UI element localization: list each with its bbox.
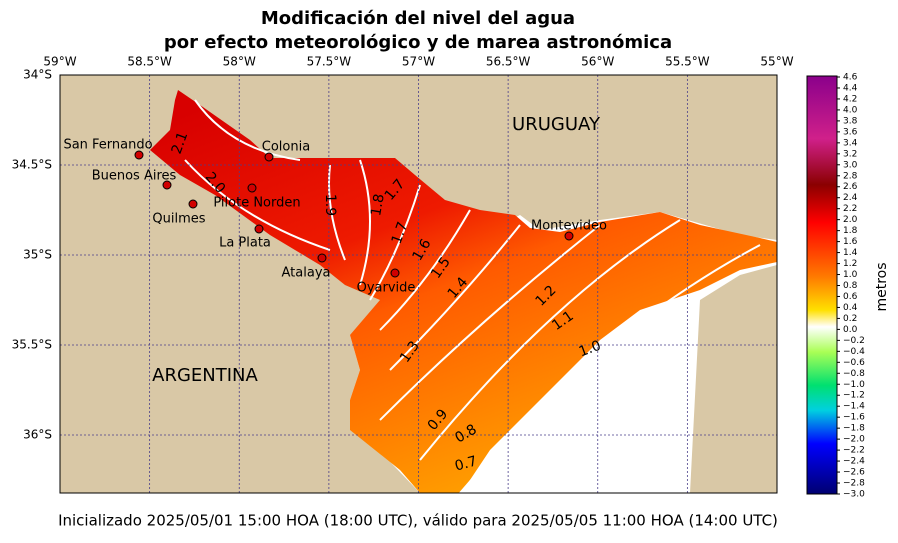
x-tick-label: 55°W xyxy=(760,55,793,69)
colorbar-tick-label: 0.8 xyxy=(843,281,858,291)
colorbar-tick-label: −3.0 xyxy=(843,490,865,500)
colorbar xyxy=(806,75,838,495)
city-label: Buenos Aires xyxy=(92,169,177,184)
city-label: Colonia xyxy=(262,140,310,155)
contour-label: 2.1 xyxy=(169,130,192,156)
colorbar-tick-label: −2.0 xyxy=(843,435,865,445)
colorbar-tick-label: 4.6 xyxy=(843,73,858,83)
contour-label: 1.8 xyxy=(368,193,388,218)
colorbar-tick-label: −2.8 xyxy=(843,479,865,489)
colorbar-tick-label: 3.0 xyxy=(843,160,858,170)
city-marker xyxy=(254,224,264,234)
city-marker xyxy=(188,199,198,209)
colorbar-ticks: 4.64.44.24.03.83.63.43.23.02.82.62.42.22… xyxy=(837,73,865,500)
title-line: Modificación del nivel del agua xyxy=(261,8,575,29)
colorbar-tick-label: 0.6 xyxy=(843,292,858,302)
colorbar-tick-label: 0.4 xyxy=(843,303,858,313)
colorbar-tick-label: −1.4 xyxy=(843,402,865,412)
colorbar-tick-label: −1.2 xyxy=(843,391,865,401)
contour-label: 1.0 xyxy=(577,338,603,361)
x-tick-label: 56.5°W xyxy=(486,55,531,69)
colorbar-tick-label: −1.0 xyxy=(843,380,865,390)
city-label: Pilote Norden xyxy=(213,196,300,211)
colorbar-tick-label: 2.6 xyxy=(843,182,858,192)
colorbar-tick-label: 2.2 xyxy=(843,204,857,214)
colorbar-tick-label: −2.2 xyxy=(843,446,865,456)
contour-label: 0.7 xyxy=(453,453,479,474)
city-marker xyxy=(134,150,144,160)
city-label: Atalaya xyxy=(282,266,331,281)
colorbar-tick-label: 1.0 xyxy=(843,270,858,280)
y-tick-label: 34°S xyxy=(23,68,52,82)
y-tick-label: 36°S xyxy=(23,428,52,442)
colorbar-tick-label: −0.8 xyxy=(843,369,865,379)
map-frame xyxy=(59,74,778,494)
colorbar-tick-label: 2.4 xyxy=(843,193,858,203)
contour-label: 1.9 xyxy=(322,194,338,216)
country-label: URUGUAY xyxy=(512,114,601,135)
title-line: por efecto meteorológico y de marea astr… xyxy=(164,32,672,53)
city-marker xyxy=(264,152,274,162)
colorbar-label: metros xyxy=(874,262,890,311)
x-tick-label: 58.5°W xyxy=(127,55,172,69)
colorbar-tick-label: 4.4 xyxy=(843,83,858,93)
colorbar-tick-label: 1.2 xyxy=(843,259,857,269)
colorbar-tick-label: 2.0 xyxy=(843,215,858,225)
y-tick-label: 34.5°S xyxy=(12,158,52,172)
x-tick-label: 57.5°W xyxy=(307,55,352,69)
city-label: Montevideo xyxy=(531,219,607,234)
colorbar-tick-label: −2.4 xyxy=(843,457,865,467)
x-tick-label: 56°W xyxy=(581,55,614,69)
colorbar-tick-label: 3.4 xyxy=(843,138,858,148)
x-tick-label: 59°W xyxy=(43,55,76,69)
contour-label: 1.7 xyxy=(389,220,412,246)
cities: San Fernando Buenos Aires Colonia Pilote No… xyxy=(63,138,607,296)
colorbar-tick-label: −1.6 xyxy=(843,413,865,423)
colorbar-tick-label: 1.8 xyxy=(843,226,858,236)
colorbar-tick-label: 3.2 xyxy=(843,149,857,159)
colorbar-tick-label: −1.8 xyxy=(843,424,865,434)
city-marker xyxy=(317,253,327,263)
colorbar-tick-label: 3.8 xyxy=(843,116,858,126)
colorbar-tick-label: 0.2 xyxy=(843,314,857,324)
city-marker xyxy=(564,231,574,241)
city-marker xyxy=(162,180,172,190)
isolines xyxy=(184,99,761,494)
colorbar-tick-label: 0.0 xyxy=(843,325,858,335)
x-tick-label: 58°W xyxy=(223,55,256,69)
y-tick-label: 35.5°S xyxy=(12,338,52,352)
city-label: San Fernando xyxy=(63,138,152,153)
colorbar-tick-label: 4.0 xyxy=(843,105,858,115)
colorbar-tick-label: −0.4 xyxy=(843,347,865,357)
city-marker xyxy=(390,268,400,278)
colorbar-tick-label: 4.2 xyxy=(843,94,857,104)
country-label: ARGENTINA xyxy=(152,365,258,386)
colorbar-tick-label: −0.6 xyxy=(843,358,865,368)
city-label: La Plata xyxy=(219,236,271,251)
colorbar-tick-label: −0.2 xyxy=(843,336,865,346)
x-tick-label: 55.5°W xyxy=(665,55,710,69)
city-label: Oyarvide xyxy=(357,281,416,296)
colorbar-tick-label: −2.6 xyxy=(843,468,865,478)
city-label: Quilmes xyxy=(152,212,205,227)
graticule xyxy=(60,75,777,493)
colorbar-tick-label: 3.6 xyxy=(843,127,858,137)
footer: Inicializado 2025/05/01 15:00 HOA (18:00… xyxy=(58,512,778,530)
y-tick-label: 35°S xyxy=(23,248,52,262)
city-marker xyxy=(247,183,257,193)
colorbar-tick-label: 1.6 xyxy=(843,237,858,247)
colorbar-tick-label: 1.4 xyxy=(843,248,858,258)
x-tick-label: 57°W xyxy=(402,55,435,69)
colorbar-tick-label: 2.8 xyxy=(843,171,858,181)
